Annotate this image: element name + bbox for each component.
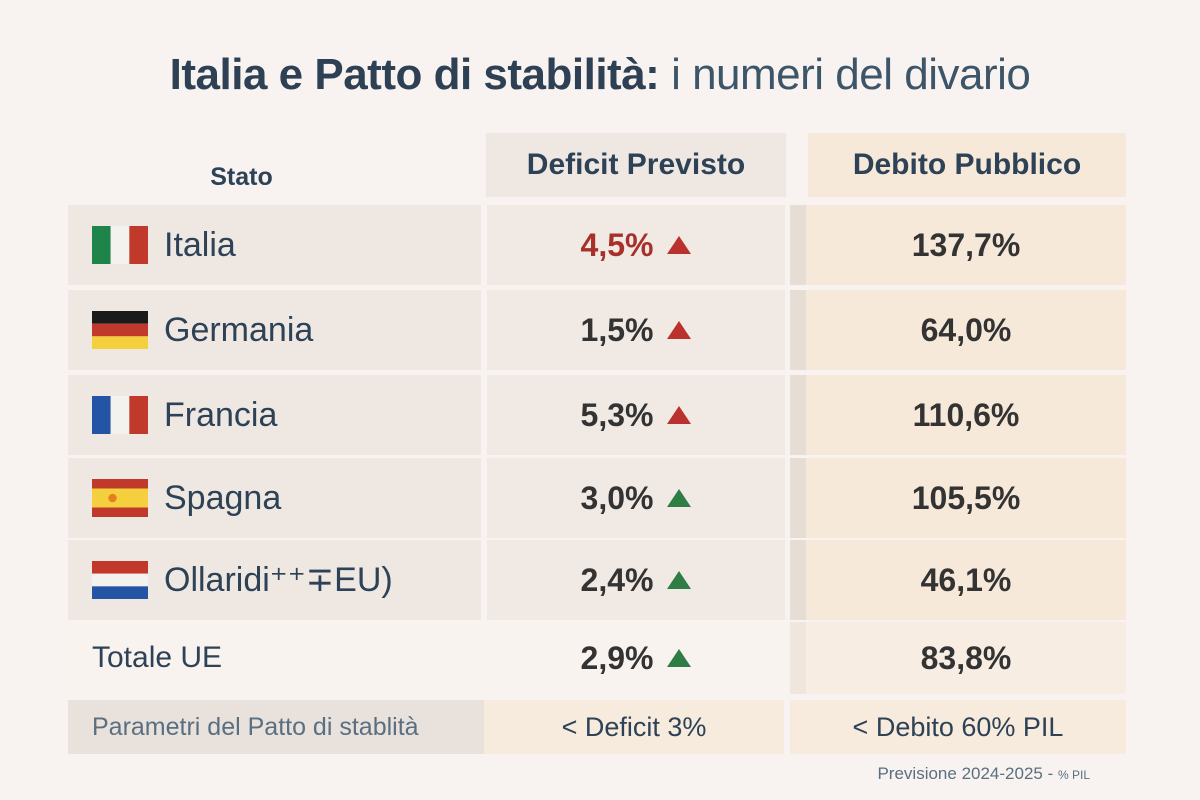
debito-value: 137,7%	[911, 226, 1021, 263]
netherlands-flag-icon	[92, 561, 148, 599]
cell-stato: Germania	[68, 290, 481, 370]
country-name: Ollaridi⁺⁺∓EU)	[164, 561, 393, 599]
cell-debito: 64,0%	[806, 290, 1126, 370]
triangle-up-icon	[667, 236, 692, 254]
cell-stato: Totale UE	[68, 622, 481, 694]
germany-flag-icon	[92, 311, 148, 349]
params-row: Parametri del Patto di stablità < Defici…	[68, 700, 1126, 754]
cell-deficit: 1,5%	[487, 290, 785, 370]
cell-debito: 105,5%	[806, 458, 1126, 538]
table-row-totale: Totale UE 2,9% 83,8%	[68, 622, 1126, 694]
table-row-paesi-bassi: Ollaridi⁺⁺∓EU) 2,4% 46,1%	[68, 540, 1126, 620]
triangle-up-icon	[667, 571, 692, 589]
country-name: Spagna	[164, 478, 282, 517]
triangle-up-icon	[667, 321, 692, 339]
header-stato: Stato	[210, 162, 273, 191]
triangle-up-icon	[667, 489, 692, 507]
total-label: Totale UE	[92, 641, 223, 674]
triangle-up-icon	[667, 649, 692, 667]
table-row-germania: Germania 1,5% 64,0%	[68, 290, 1126, 370]
cell-deficit: 2,4%	[487, 540, 785, 620]
cell-stato: Ollaridi⁺⁺∓EU)	[68, 540, 481, 620]
header-debito: Debito Pubblico	[808, 133, 1126, 197]
cell-deficit: 2,9%	[487, 622, 785, 694]
country-name: Germania	[164, 310, 314, 349]
spain-flag-icon	[92, 479, 148, 517]
country-name: Francia	[164, 395, 278, 434]
cell-debito: 46,1%	[806, 540, 1126, 620]
cell-deficit: 5,3%	[487, 375, 785, 455]
debito-value: 110,6%	[912, 396, 1020, 433]
cell-debito: 137,7%	[806, 205, 1126, 285]
title-bold: Italia e Patto di stabilità:	[169, 50, 660, 99]
france-flag-icon	[92, 396, 148, 434]
table-row-spagna: Spagna 3,0% 105,5%	[68, 458, 1126, 538]
params-label: Parametri del Patto di stablità	[68, 700, 484, 754]
deficit-value: 2,9%	[581, 640, 692, 677]
triangle-up-icon	[667, 406, 692, 424]
table-row-francia: Francia 5,3% 110,6%	[68, 375, 1126, 455]
header-deficit: Deficit Previsto	[486, 133, 786, 197]
deficit-value: 3,0%	[581, 480, 692, 517]
debito-value: 105,5%	[911, 479, 1021, 516]
cell-debito: 83,8%	[806, 622, 1126, 694]
italy-flag-icon	[92, 226, 148, 264]
footnote: Previsione 2024-2025 - % PIL	[877, 764, 1090, 783]
params-debito: < Debito 60% PIL	[790, 700, 1126, 754]
cell-deficit: 4,5%	[487, 205, 785, 285]
cell-deficit: 3,0%	[487, 458, 785, 538]
params-deficit: < Deficit 3%	[484, 700, 784, 754]
deficit-value: 4,5%	[581, 227, 692, 264]
cell-stato: Italia	[68, 205, 481, 285]
title-light: i numeri del divario	[671, 50, 1031, 99]
cell-stato: Francia	[68, 375, 481, 455]
cell-debito: 110,6%	[806, 375, 1126, 455]
deficit-value: 5,3%	[581, 397, 692, 434]
country-name: Italia	[164, 225, 236, 264]
page-title: Italia e Patto di stabilità: i numeri de…	[0, 50, 1200, 100]
debito-value: 64,0%	[920, 311, 1012, 348]
table-row-italia: Italia 4,5% 137,7%	[68, 205, 1126, 285]
debito-value: 83,8%	[920, 639, 1012, 676]
deficit-value: 1,5%	[581, 312, 692, 349]
deficit-value: 2,4%	[581, 562, 692, 599]
debito-value: 46,1%	[920, 561, 1012, 598]
cell-stato: Spagna	[68, 458, 481, 538]
